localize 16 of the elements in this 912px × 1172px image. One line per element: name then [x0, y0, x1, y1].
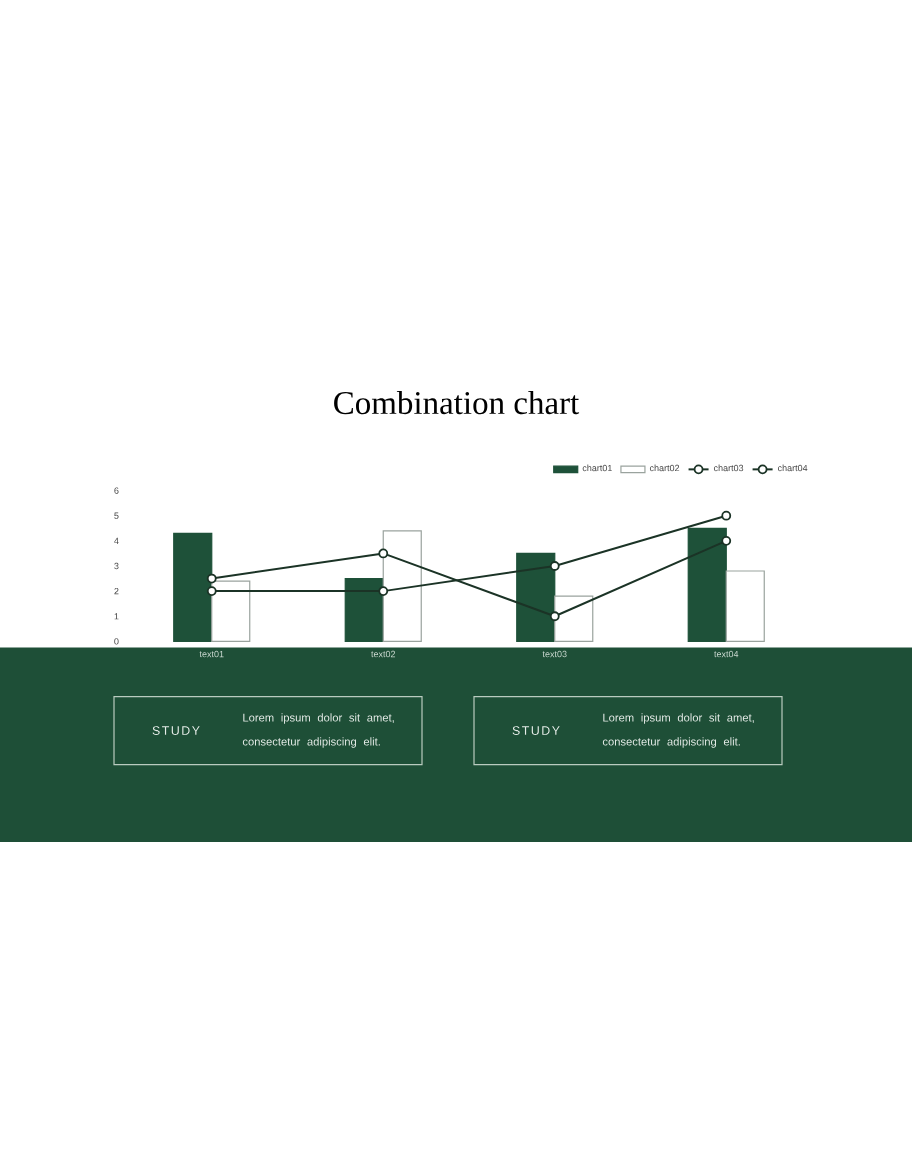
bar: [725, 570, 765, 642]
point: [206, 586, 217, 597]
bar: [516, 552, 556, 642]
point: [549, 611, 560, 622]
bar: [554, 595, 594, 642]
point: [549, 561, 560, 571]
bar: [382, 530, 422, 642]
point: [378, 548, 389, 559]
point: [206, 573, 217, 584]
chart-title: Combination chart: [334, 390, 580, 415]
bar: [687, 527, 727, 642]
bar: [173, 532, 213, 642]
point: [721, 510, 732, 521]
point: [378, 586, 389, 597]
point: [721, 535, 732, 546]
bar: [344, 577, 384, 642]
